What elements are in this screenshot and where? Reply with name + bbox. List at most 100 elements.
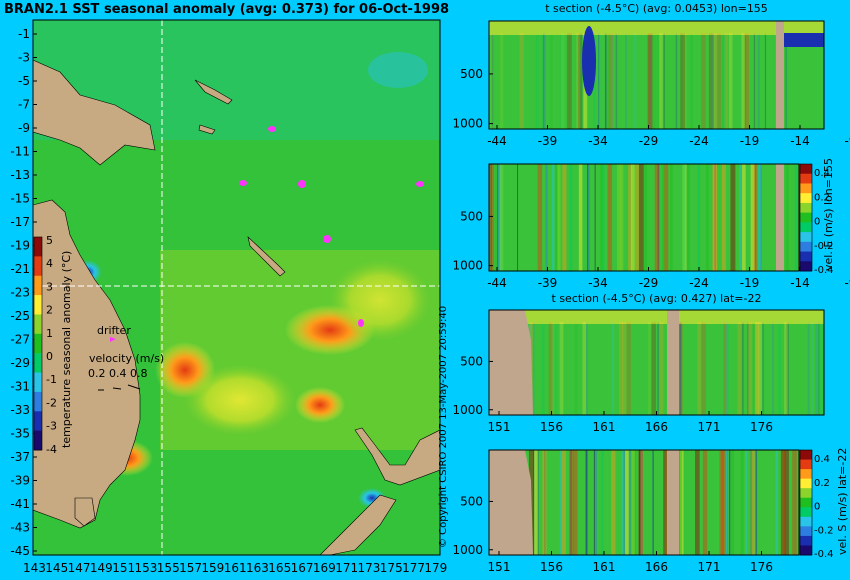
panel-colorbar-swatch: [800, 173, 812, 184]
section-panels: t section (-4.5°C) (avg: 0.0453) lon=155…: [452, 2, 850, 574]
panel-streak: [678, 450, 682, 555]
panel-frame: [488, 163, 800, 272]
panel-x-tick-label: -29: [639, 276, 659, 290]
cool-patch: [368, 52, 428, 88]
map-colorbar-swatch: [34, 237, 42, 257]
panel-v-lon: 5001000-44-39-34-29-24-19-14-9-40.40.20-…: [452, 158, 850, 290]
panel-colorbar-tick: 0: [814, 502, 820, 513]
panel-colorbar-swatch: [800, 478, 812, 489]
copyright-text: © Copyright CSIRO 2007 13-May-2007 20:59…: [438, 306, 449, 548]
panel-streak: [722, 33, 726, 129]
map-y-tick-label: -23: [10, 286, 30, 300]
map-y-tick-label: -13: [10, 168, 30, 182]
panel-streak: [532, 450, 535, 555]
panel-streak: [562, 164, 567, 271]
map-colorbar-tick: -1: [46, 373, 57, 386]
panel-colorbar-swatch: [800, 183, 812, 194]
panel-x-tick-label: -14: [790, 276, 810, 290]
panel-streak: [721, 33, 726, 129]
map-x-tick-label: 177: [402, 561, 425, 575]
panel-streak: [641, 450, 644, 555]
panel-streak: [599, 164, 604, 271]
panel-colorbar-swatch: [800, 193, 812, 204]
panel-streak: [611, 33, 614, 129]
panel-streak: [757, 33, 760, 129]
panel-colorbar-swatch: [800, 497, 812, 508]
panel-streak: [679, 322, 682, 415]
panel-streak: [723, 33, 729, 129]
warm-patch-2: [330, 260, 430, 340]
panel-streak: [683, 33, 687, 129]
panel-streak: [541, 33, 544, 129]
panel-streak: [750, 164, 755, 271]
panel-streak: [758, 322, 762, 415]
panel-streak: [740, 450, 744, 555]
panel-streak: [701, 33, 706, 129]
panel-x-tick-label: -39: [538, 276, 558, 290]
panel-land-mask: [667, 450, 679, 555]
map-colorbar-swatch: [34, 295, 42, 315]
panel-streak: [633, 450, 637, 555]
panel-streak: [537, 164, 543, 271]
panel-streak: [499, 164, 504, 271]
panel-streak: [625, 450, 629, 555]
sst-map: [33, 20, 440, 555]
panel-streak: [553, 322, 557, 415]
panel-streak: [644, 164, 648, 271]
map-colorbar-swatch: [34, 411, 42, 432]
panel-streak: [818, 322, 821, 415]
panel-streak: [744, 33, 750, 129]
panel-colorbar-swatch: [800, 459, 812, 470]
map-y-tick-label: -21: [10, 262, 30, 276]
panel-streak: [519, 33, 524, 129]
panel-streak: [569, 450, 574, 555]
panel-streak: [559, 322, 562, 415]
panel-streak: [764, 33, 767, 129]
panel-x-tick-label: -9: [845, 276, 850, 290]
panel-streak: [747, 322, 749, 415]
panel-streak: [598, 33, 600, 129]
panel-streak: [628, 450, 631, 555]
panel-streak: [639, 450, 641, 555]
panel-streak: [762, 322, 764, 415]
panel-x-tick-label: 166: [645, 560, 668, 574]
panel-streak: [625, 33, 627, 129]
panel-colorbar-tick: 0.2: [814, 192, 830, 203]
solomon-land: [198, 124, 216, 135]
panel-streak: [490, 164, 492, 271]
panel-streak: [631, 450, 635, 555]
map-y-tick-label: -25: [10, 309, 30, 323]
panel-x-tick-label: -14: [790, 134, 810, 148]
panel-colorbar-swatch: [800, 261, 812, 272]
panel-streak: [695, 450, 700, 555]
map-x-axis: 143 145 147 149 151 153 155 157 159 161 163 165 167 1…: [23, 561, 447, 575]
panel-streak: [628, 164, 633, 271]
panel-land-mask: [667, 310, 679, 415]
panel-streak: [705, 164, 709, 271]
map-y-tick-label: -9: [18, 121, 30, 135]
panel-frame: [488, 20, 825, 130]
panel-colorbar-tick: 0.4: [814, 454, 830, 465]
panel-streak: [754, 322, 759, 415]
panel-streak: [573, 450, 578, 555]
panel-streak: [517, 164, 519, 271]
panel-streak: [536, 450, 539, 555]
panel-streak: [582, 322, 587, 415]
panel-streak: [726, 322, 729, 415]
panel-y-tick-label: 500: [460, 354, 483, 368]
map-x-tick-label: 149: [90, 561, 113, 575]
panel-streak: [786, 322, 788, 415]
map-y-tick-label: -19: [10, 239, 30, 253]
panel-streak: [722, 33, 725, 129]
panel-streak: [775, 450, 778, 555]
panel-x-tick-label: 156: [540, 560, 563, 574]
nz-north-island-land: [354, 427, 440, 486]
panel-streak: [542, 33, 545, 129]
map-colorbar-tick: 1: [46, 327, 53, 340]
panel-y-tick-label: 1000: [452, 259, 483, 273]
panel-field: [489, 310, 824, 415]
panel-streak: [714, 164, 716, 271]
panel-streak: [622, 322, 627, 415]
panel-streak: [587, 164, 590, 271]
panel-streak: [634, 164, 639, 271]
